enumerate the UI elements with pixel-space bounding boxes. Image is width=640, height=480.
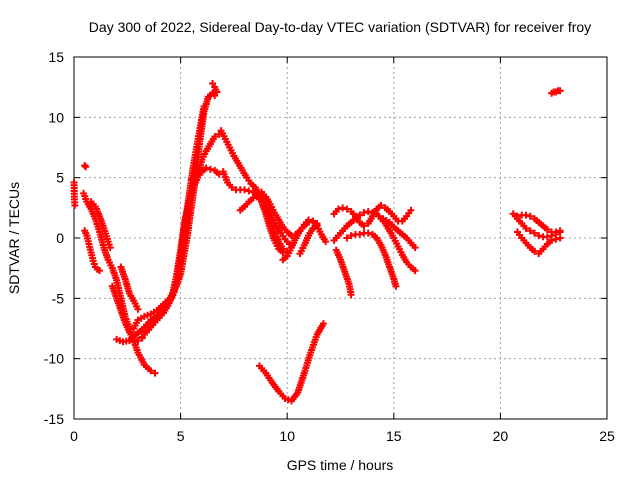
series-arc3 xyxy=(80,189,159,377)
data-point xyxy=(556,227,564,235)
data-point xyxy=(411,244,419,252)
data-point xyxy=(339,204,347,212)
y-tick-label: -5 xyxy=(52,290,65,306)
data-point xyxy=(213,88,221,96)
data-point xyxy=(106,244,114,252)
x-tick-label: 5 xyxy=(177,428,185,444)
data-point xyxy=(360,222,368,230)
data-point xyxy=(364,229,372,237)
x-tick-label: 15 xyxy=(386,428,402,444)
data-point xyxy=(245,187,253,195)
data-point xyxy=(241,186,249,194)
data-point xyxy=(206,165,214,173)
series-arc4 xyxy=(81,227,104,275)
data-point xyxy=(71,201,79,209)
chart-title: Day 300 of 2022, Sidereal Day-to-day VTE… xyxy=(89,19,591,35)
data-point xyxy=(543,233,551,241)
y-axis-label: SDTVAR / TECUs xyxy=(6,182,22,294)
data-point xyxy=(228,183,236,191)
data-point xyxy=(556,87,564,95)
data-point xyxy=(531,229,539,237)
x-tick-label: 20 xyxy=(493,428,509,444)
data-point xyxy=(522,224,530,232)
data-point xyxy=(305,216,313,224)
series-arc2 xyxy=(81,162,90,171)
y-tick-label: -15 xyxy=(44,411,64,427)
data-point xyxy=(147,367,155,375)
data-point xyxy=(343,234,351,242)
data-point xyxy=(548,236,556,244)
data-point xyxy=(347,291,355,299)
y-tick-label: 0 xyxy=(56,230,64,246)
data-point xyxy=(211,133,219,141)
data-point xyxy=(134,337,142,345)
data-point xyxy=(368,209,376,217)
series-arc15 xyxy=(236,193,287,256)
data-series xyxy=(70,80,564,405)
series-arc12 xyxy=(209,80,221,96)
series-arc11 xyxy=(187,130,223,184)
data-point xyxy=(411,267,419,275)
data-point xyxy=(347,232,355,240)
data-point xyxy=(392,282,400,290)
data-point xyxy=(209,80,217,88)
series-arc24 xyxy=(379,215,419,252)
data-point xyxy=(356,211,364,219)
y-tick-label: -10 xyxy=(44,351,64,367)
data-point xyxy=(526,227,534,235)
data-point xyxy=(556,234,564,242)
data-point xyxy=(360,209,368,217)
x-tick-label: 10 xyxy=(279,428,295,444)
data-point xyxy=(513,212,521,220)
series-arc14 xyxy=(219,168,291,255)
x-tick-label: 25 xyxy=(599,428,615,444)
tick-labels: 0 5 10 15 20 25 -15 -10 -5 0 5 10 15 xyxy=(44,49,615,444)
data-point xyxy=(151,369,159,377)
data-point xyxy=(319,320,327,328)
series-arc18 xyxy=(296,221,321,258)
data-point xyxy=(81,162,89,170)
data-point xyxy=(407,206,415,214)
axis-ticks xyxy=(73,56,608,420)
series-arc5 xyxy=(87,198,114,252)
data-point xyxy=(535,232,543,240)
data-point xyxy=(202,164,210,172)
data-point xyxy=(334,205,342,213)
data-point xyxy=(356,230,364,238)
data-point xyxy=(552,228,560,236)
data-point xyxy=(211,92,219,100)
series-arc10 xyxy=(138,164,223,341)
series-arc19 xyxy=(255,320,327,405)
series-arc22 xyxy=(332,246,355,299)
data-point xyxy=(313,221,321,229)
series-arc26 xyxy=(513,211,564,236)
x-tick-label: 0 xyxy=(70,428,78,444)
data-point xyxy=(543,226,551,234)
data-point xyxy=(531,247,539,255)
data-point xyxy=(249,194,257,202)
series-arc27 xyxy=(513,228,564,258)
data-point xyxy=(322,238,330,246)
series-arc20 xyxy=(330,201,415,230)
y-tick-label: 5 xyxy=(56,170,64,186)
data-point xyxy=(364,207,372,215)
y-tick-label: 10 xyxy=(48,109,64,125)
series-arc23 xyxy=(343,229,400,290)
data-point xyxy=(377,201,385,209)
series-arc1 xyxy=(70,178,79,209)
data-point xyxy=(526,212,534,220)
data-point xyxy=(96,267,104,275)
grid-lines xyxy=(74,57,607,419)
series-arc8 xyxy=(117,263,142,313)
y-tick-label: 15 xyxy=(48,49,64,65)
data-point xyxy=(82,163,90,171)
x-axis-label: GPS time / hours xyxy=(287,457,394,473)
data-point xyxy=(552,235,560,243)
data-point xyxy=(134,305,142,313)
data-point xyxy=(343,205,351,213)
data-point xyxy=(522,211,530,219)
series-arc28 xyxy=(548,87,564,97)
